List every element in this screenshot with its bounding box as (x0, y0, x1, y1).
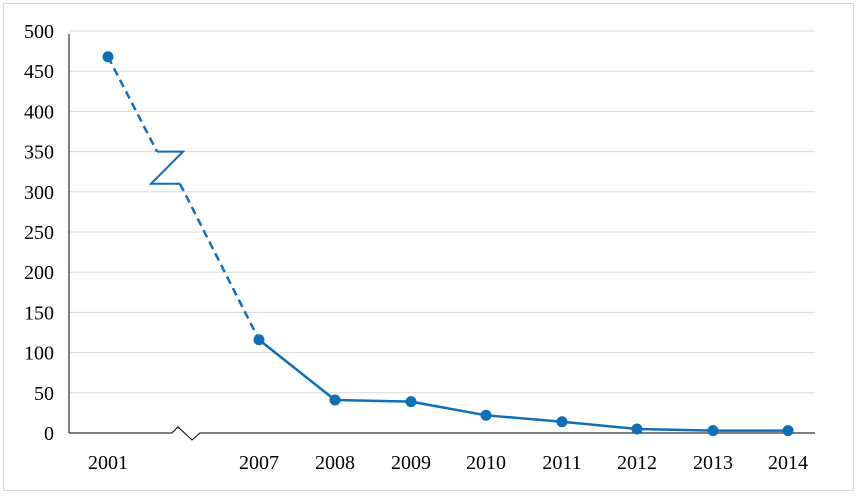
x-tick-label-2001: 2001 (88, 452, 128, 474)
data-point-2011 (556, 416, 568, 428)
x-tick-label-2012: 2012 (617, 452, 657, 474)
y-tick-label-150: 150 (24, 302, 54, 324)
y-tick-label-50: 50 (34, 383, 54, 405)
x-tick-label-2010: 2010 (466, 452, 506, 474)
dashed-segment-upper (106, 56, 159, 153)
y-tick-label-350: 350 (24, 142, 54, 164)
x-tick-label-2009: 2009 (391, 452, 431, 474)
data-point-2009 (405, 396, 417, 408)
x-tick-label-2008: 2008 (315, 452, 355, 474)
gridlines (69, 30, 815, 394)
dashed-segment-lower (178, 183, 261, 341)
x-tick-label-2011: 2011 (542, 452, 581, 474)
data-point-2010 (480, 409, 492, 421)
x-tick-label-2007: 2007 (239, 452, 279, 474)
y-tick-label-200: 200 (24, 262, 54, 284)
x-tick-label-2014: 2014 (768, 452, 808, 474)
y-tick-label-100: 100 (24, 343, 54, 365)
data-point-2013 (707, 425, 719, 437)
y-tick-label-250: 250 (24, 222, 54, 244)
series-line (106, 56, 788, 432)
y-tick-label-400: 400 (24, 101, 54, 123)
x-axis-tick-labels: 2001 2007 2008 2009 2010 2011 2012 2013 2014 (88, 452, 808, 474)
y-tick-label-0: 0 (44, 423, 54, 445)
y-tick-label-500: 500 (24, 21, 54, 43)
x-tick-label-2013: 2013 (693, 452, 733, 474)
series-break-symbol (148, 150, 186, 185)
y-tick-label-300: 300 (24, 182, 54, 204)
x-axis-line (69, 426, 815, 441)
y-tick-label-450: 450 (24, 61, 54, 83)
data-point-2014 (782, 425, 794, 437)
series-solid-line (258, 338, 788, 432)
series-points (102, 51, 794, 437)
data-point-2012 (631, 423, 643, 435)
data-point-2008 (329, 394, 341, 406)
axes (68, 34, 815, 441)
chart-frame (3, 3, 854, 491)
data-point-2001 (102, 51, 114, 63)
y-axis-tick-labels: 0 50 100 150 200 250 300 350 400 450 500 (24, 21, 54, 445)
data-point-2007 (253, 334, 265, 346)
